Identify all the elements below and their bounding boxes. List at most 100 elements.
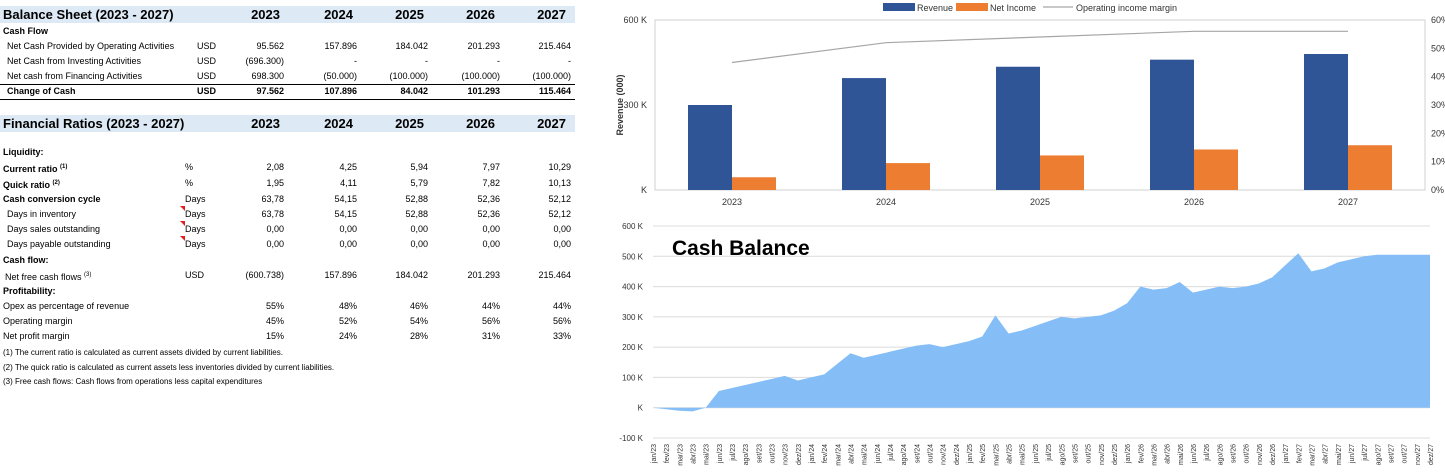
cell: (100.000) <box>461 71 500 81</box>
x-tick-label: ago/24 <box>901 444 908 466</box>
x-tick-label: dez/25 <box>1112 444 1119 465</box>
cell: 44% <box>481 301 500 311</box>
y-tick-label: 400 K <box>622 283 644 292</box>
revenue-bar <box>996 66 1040 190</box>
cell: 7,82 <box>482 178 500 188</box>
y2-tick-label: 10% <box>1431 157 1445 167</box>
net-income-bar <box>1040 155 1084 190</box>
x-tick-label: jun/24 <box>875 444 882 464</box>
cash-flow-heading: Cash Flow <box>3 26 49 36</box>
x-tick-label: fev/26 <box>1138 444 1145 463</box>
table-row: Net cash from Financing Activities USD 6… <box>0 69 575 84</box>
cell: 52,12 <box>548 209 571 219</box>
x-tick-label: dez/24 <box>954 444 961 465</box>
x-tick-label: nov/24 <box>941 444 948 465</box>
x-tick-label: out/26 <box>1244 444 1251 464</box>
cell: 698.300 <box>251 71 284 81</box>
y-tick-label: 100 K <box>622 373 644 382</box>
y-tick-label: 300 K <box>623 100 647 110</box>
cell: 0,00 <box>339 239 357 249</box>
cell: 10,13 <box>548 178 571 188</box>
footnote: (2) The quick ratio is calculated as cur… <box>3 363 335 372</box>
x-tick-label: mai/24 <box>862 444 869 465</box>
divider <box>0 99 575 100</box>
y-tick-label: K <box>638 404 644 413</box>
x-tick-label: dez/23 <box>796 444 803 465</box>
x-tick-label: out/24 <box>928 444 935 464</box>
cash-balance-chart[interactable]: -100 K K 100 K 200 K 300 K 400 K 500 K 600 K jan… <box>610 215 1445 474</box>
cell: - <box>497 56 500 66</box>
balance-sheet-title: Balance Sheet (2023 - 2027) <box>3 7 174 22</box>
legend-label-net-income: Net Income <box>990 3 1036 13</box>
x-tick-label: out/25 <box>1086 444 1093 464</box>
row-label: Days payable outstanding <box>7 239 111 249</box>
x-tick-label: dez/26 <box>1270 444 1277 465</box>
cell: 115.464 <box>538 86 571 96</box>
y-tick-label: 600 K <box>622 222 644 231</box>
table-row: Net free cash flows (3) USD (600.738) 15… <box>0 268 575 283</box>
cell: - <box>568 56 571 66</box>
cell: 0,00 <box>482 239 500 249</box>
x-tick-label: set/24 <box>914 444 921 463</box>
x-tick-label: set/25 <box>1072 444 1079 463</box>
x-tick-label: jul/25 <box>1046 444 1053 462</box>
cell: 54,15 <box>334 194 357 204</box>
table-row: Net profit margin 15% 24% 28% 31% 33% <box>0 329 575 344</box>
row-unit: USD <box>197 56 217 66</box>
y-tick-label: 300 K <box>622 313 644 322</box>
y2-tick-label: 30% <box>1431 100 1445 110</box>
cashflow-heading: Cash flow: <box>3 255 49 265</box>
row-label: Change of Cash <box>7 86 76 96</box>
y2-tick-label: 40% <box>1431 72 1445 82</box>
cell: 52,36 <box>477 194 500 204</box>
table-row: Opex as percentage of revenue 55% 48% 46… <box>0 299 575 314</box>
legend-label-operating-margin: Operating income margin <box>1076 3 1177 13</box>
comment-indicator-icon[interactable] <box>180 221 185 226</box>
liquidity-heading: Liquidity: <box>3 147 44 157</box>
cell: 97.562 <box>256 86 284 96</box>
x-tick-label: fev/27 <box>1296 444 1303 463</box>
row-label: Net cash from Financing Activities <box>7 71 143 81</box>
x-tick-label: fev/24 <box>822 444 829 463</box>
y-tick-label: 600 K <box>623 15 647 25</box>
row-label: Opex as percentage of revenue <box>3 301 130 311</box>
x-tick-label: 2025 <box>1030 197 1050 207</box>
total-row: Change of Cash USD 97.562 107.896 84.042… <box>0 84 575 99</box>
revenue-chart[interactable]: K 300 K 600 K 0% 10% 20% 30% 40% 50% 60% Revenue (… <box>610 0 1445 210</box>
x-tick-label: jan/25 <box>967 444 974 464</box>
y2-tick-label: 20% <box>1431 128 1445 138</box>
row-unit: USD <box>185 270 205 280</box>
year-header: 2024 <box>324 7 353 22</box>
row-unit: Days <box>185 209 206 219</box>
cell: 56% <box>481 316 500 326</box>
year-header: 2024 <box>324 116 353 131</box>
cell: (100.000) <box>532 71 571 81</box>
x-tick-label: dez/27 <box>1428 444 1435 465</box>
profitability-heading: Profitability: <box>3 286 56 296</box>
x-tick-label: jul/26 <box>1204 444 1211 462</box>
x-tick-label: abr/25 <box>1007 444 1014 464</box>
x-tick-label: out/23 <box>770 444 777 464</box>
cell: 63,78 <box>261 194 284 204</box>
y-axis-label: Revenue (000) <box>615 74 625 135</box>
cell: 0,00 <box>553 239 571 249</box>
cell: 15% <box>265 331 284 341</box>
net-income-bar <box>732 177 776 190</box>
y-tick-label: K <box>641 185 647 195</box>
x-tick-label: jan/26 <box>1125 444 1132 464</box>
comment-indicator-icon[interactable] <box>180 236 185 241</box>
x-tick-label: jun/25 <box>1033 444 1040 464</box>
x-tick-label: nov/23 <box>783 444 790 465</box>
cell: 1,95 <box>266 178 284 188</box>
net-income-bar <box>1348 145 1392 190</box>
cell: 54,15 <box>334 209 357 219</box>
operating-margin-line <box>731 30 1348 64</box>
cell: 44% <box>552 301 571 311</box>
comment-indicator-icon[interactable] <box>180 206 185 211</box>
x-tick-label: mar/23 <box>677 444 684 466</box>
cell: 201.293 <box>467 41 500 51</box>
revenue-bar <box>1304 54 1348 190</box>
table-row: Days payable outstanding Days 0,00 0,00 … <box>0 237 575 252</box>
cell: 157.896 <box>324 270 357 280</box>
x-tick-label: set/23 <box>756 444 763 463</box>
